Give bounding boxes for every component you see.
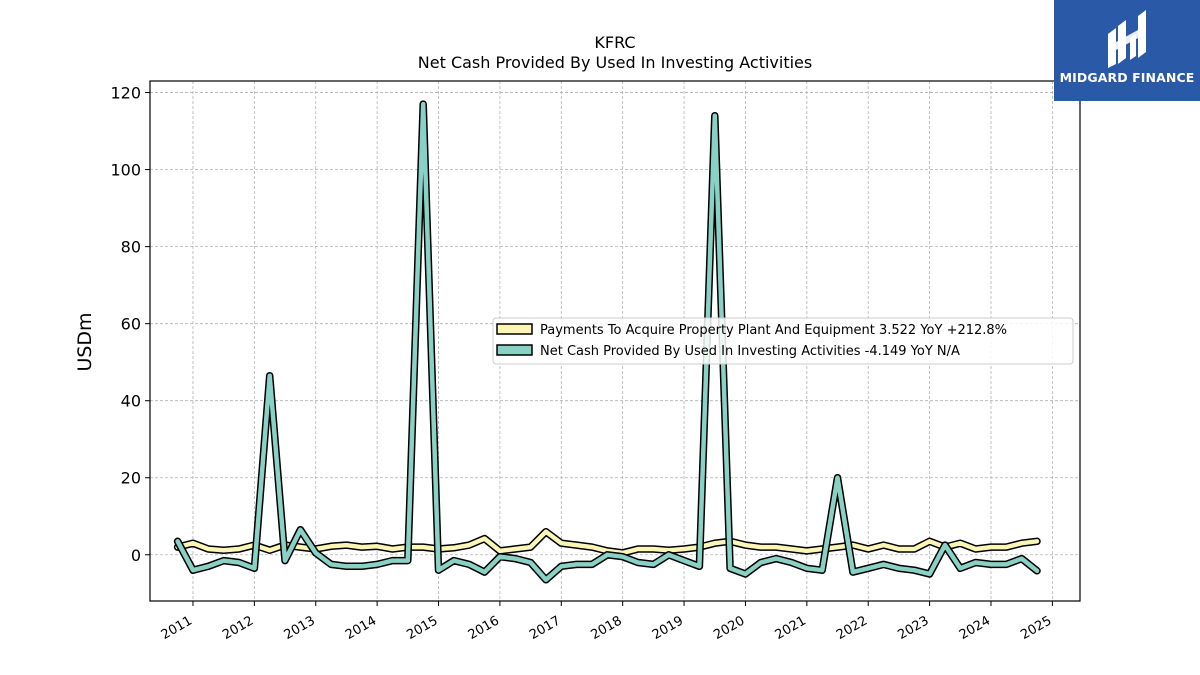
brand-name: MIDGARD FINANCE	[1059, 70, 1195, 85]
x-tick-label: 2018	[589, 613, 625, 643]
x-tick-label: 2025	[1018, 613, 1054, 643]
x-tick-label: 2014	[343, 613, 379, 643]
x-tick-label: 2024	[957, 613, 993, 643]
x-tick-label: 2021	[773, 613, 809, 643]
y-tick-label: 20	[121, 469, 141, 488]
y-tick-label: 100	[110, 161, 141, 180]
series-1-line	[175, 101, 1040, 583]
x-tick-label: 2016	[466, 613, 502, 643]
series-layer	[173, 100, 1041, 584]
legend-label-0: Payments To Acquire Property Plant And E…	[540, 323, 1007, 338]
y-axis-label: USDm	[74, 312, 96, 371]
legend-box	[492, 317, 1074, 365]
y-tick-label: 80	[121, 238, 141, 257]
plot-frame	[149, 80, 1081, 602]
legend-label-1: Net Cash Provided By Used In Investing A…	[540, 344, 960, 359]
x-tick-label: 2022	[834, 613, 870, 643]
midgard-finance-logo: MIDGARD FINANCE	[1054, 0, 1200, 101]
chart-subtitle: Net Cash Provided By Used In Investing A…	[418, 53, 812, 72]
x-axis: 2011 2012 2013 2014 2015 2016 2017 2018 2019 2020…	[159, 601, 1054, 643]
y-tick-label: 0	[131, 546, 141, 565]
legend-swatch-0	[496, 323, 533, 335]
x-tick-label: 2013	[282, 613, 318, 643]
series-0-line	[175, 529, 1040, 556]
legend-swatch-1	[496, 344, 533, 356]
chart-title: KFRC	[594, 33, 635, 52]
x-tick-label: 2012	[220, 613, 256, 643]
y-tick-label: 120	[110, 84, 141, 103]
x-tick-label: 2019	[650, 613, 686, 643]
y-tick-label: 60	[121, 315, 141, 334]
x-tick-label: 2017	[527, 613, 563, 643]
y-tick-label: 40	[121, 392, 141, 411]
x-tick-label: 2015	[404, 613, 440, 643]
x-tick-label: 2020	[711, 613, 747, 643]
legend: Payments To Acquire Property Plant And E…	[492, 317, 1074, 365]
y-axis: 0 20 40 60 80 100 120	[110, 84, 150, 565]
x-tick-label: 2011	[159, 613, 195, 643]
midgard-logo-icon	[1108, 10, 1146, 68]
x-tick-label: 2023	[895, 613, 931, 643]
